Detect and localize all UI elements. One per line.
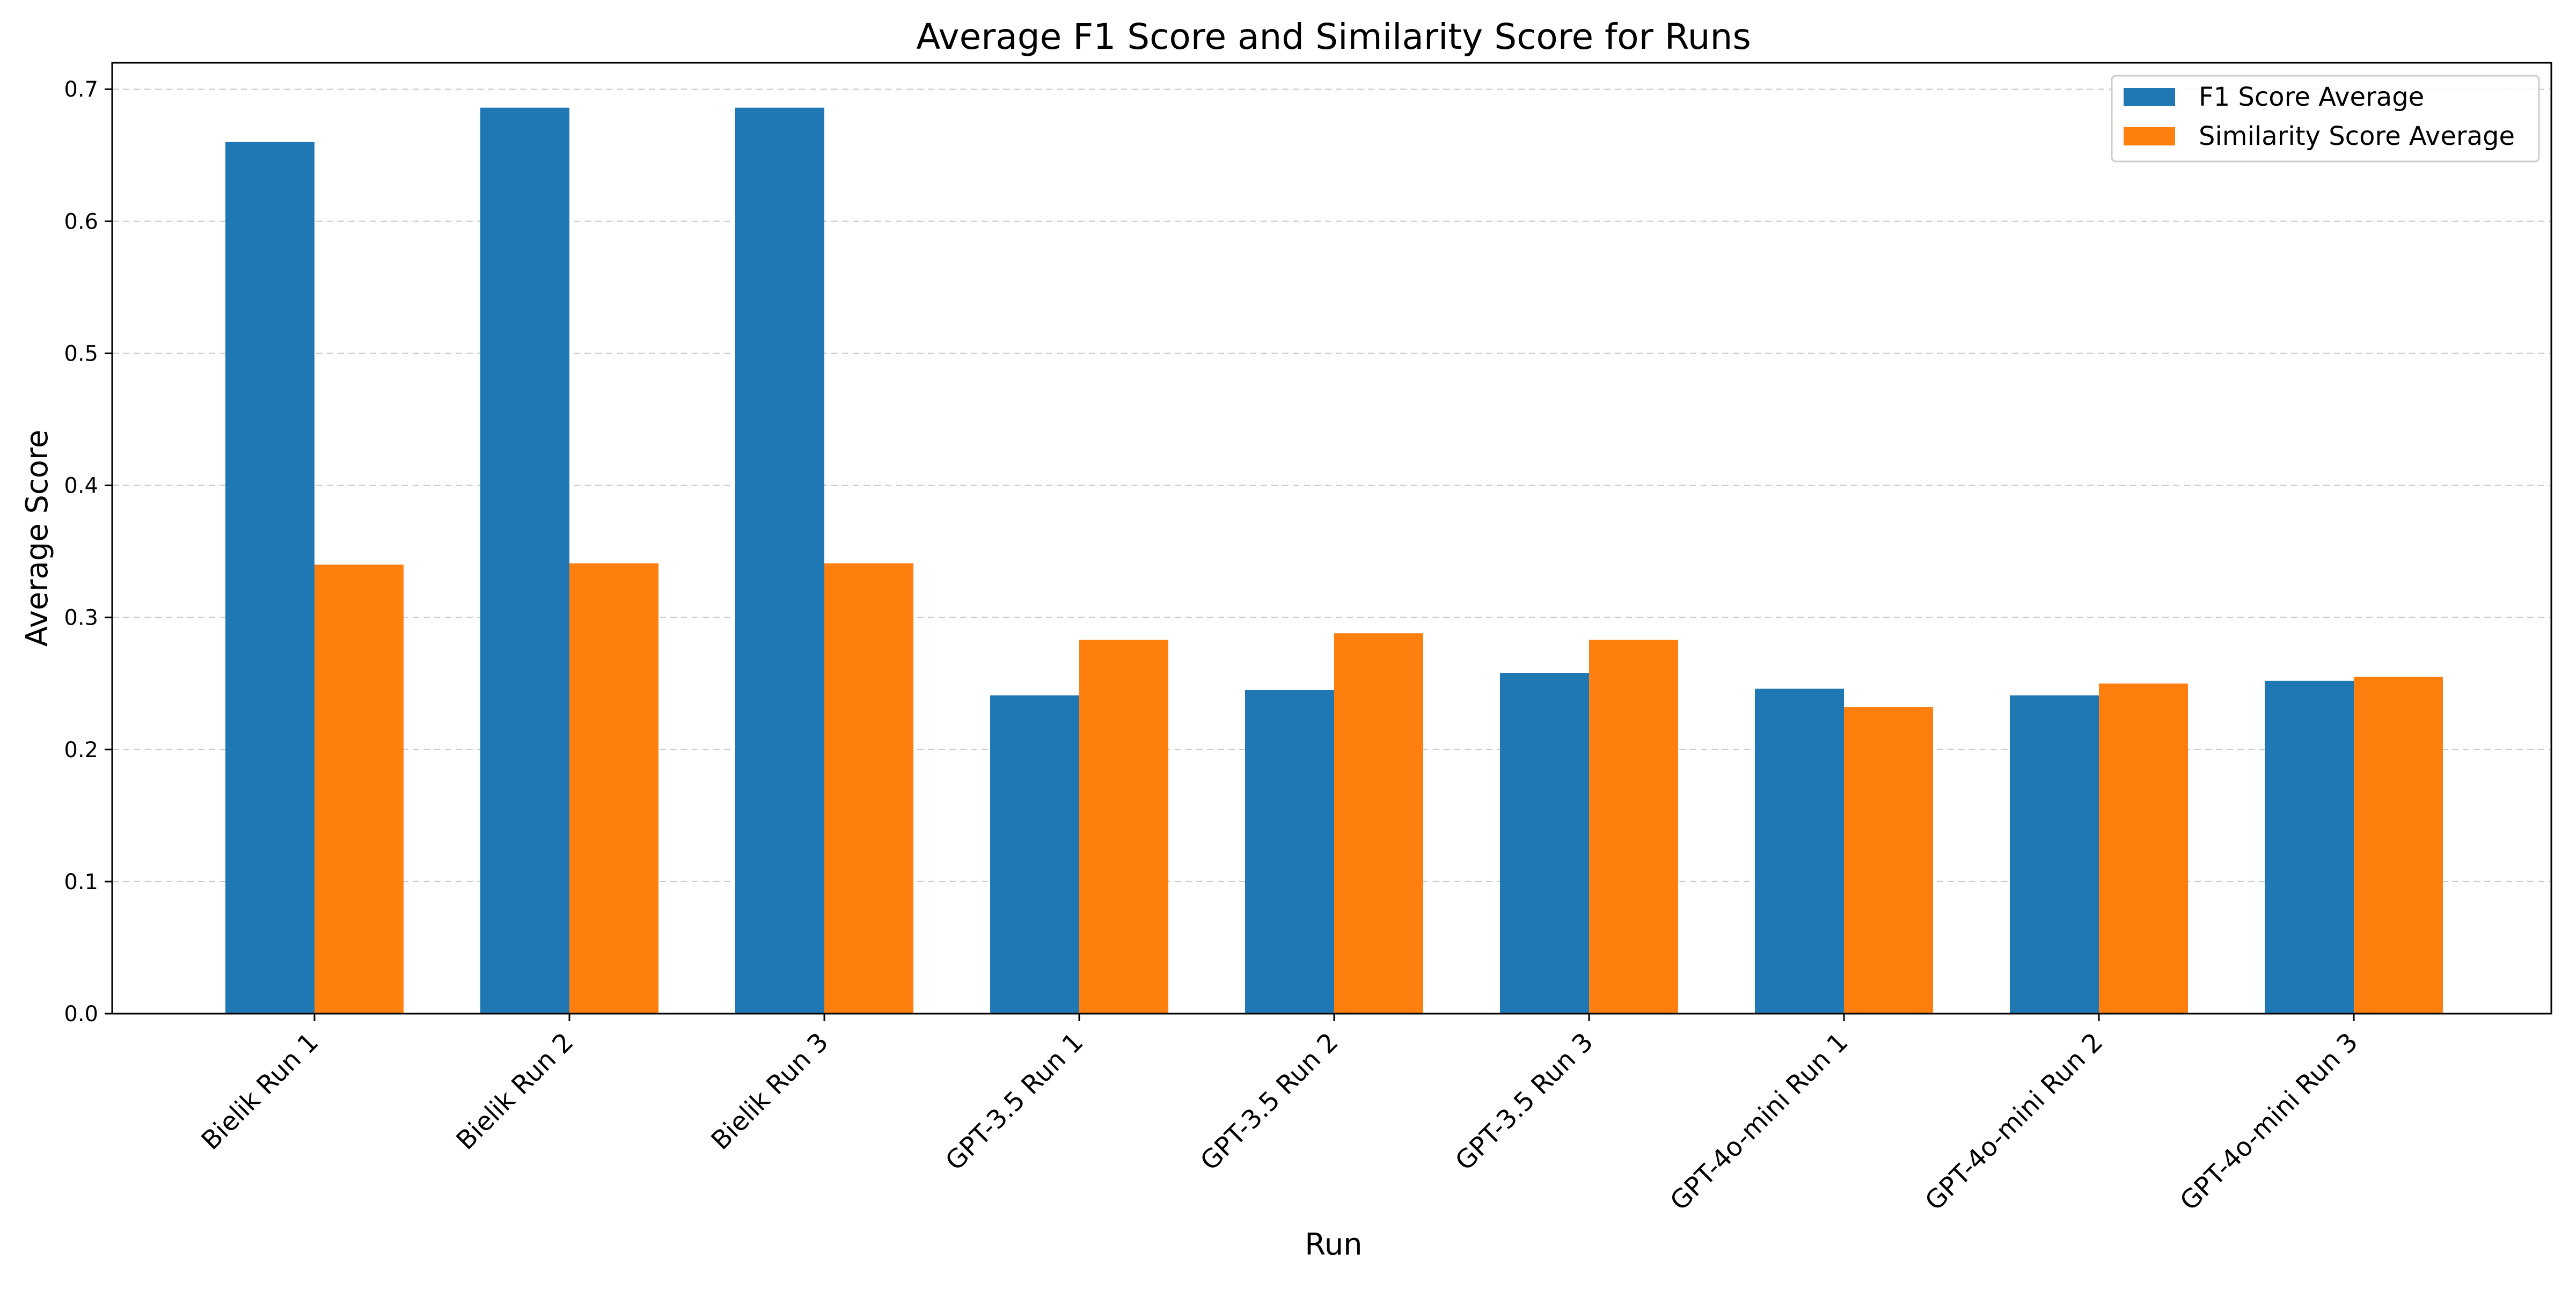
legend-label-f1: F1 Score Average <box>2199 82 2424 112</box>
y-tick-label: 0.0 <box>64 1002 98 1027</box>
x-tick-label: GPT-4o-mini Run 1 <box>1664 1027 1854 1216</box>
y-axis-title: Average Score <box>20 430 55 647</box>
bar-similarity-score <box>1079 640 1168 1014</box>
y-tick-label: 0.7 <box>64 77 98 102</box>
bars <box>225 107 2443 1014</box>
bar-f1-score <box>2010 695 2099 1014</box>
bar-f1-score <box>1500 673 1589 1014</box>
x-tick-label: GPT-3.5 Run 3 <box>1450 1027 1599 1176</box>
x-axis-title: Run <box>1305 1227 1362 1262</box>
x-tick-label: GPT-3.5 Run 1 <box>940 1027 1089 1176</box>
bar-similarity-score <box>569 563 658 1014</box>
bar-similarity-score <box>1589 640 1678 1014</box>
bar-similarity-score <box>2099 683 2188 1014</box>
y-tick-label: 0.2 <box>64 738 98 763</box>
bar-similarity-score <box>1844 707 1933 1014</box>
chart-title: Average F1 Score and Similarity Score fo… <box>916 16 1751 57</box>
bar-f1-score <box>480 107 569 1014</box>
y-tick-label: 0.3 <box>64 606 98 631</box>
legend-swatch-f1 <box>2124 88 2175 106</box>
bar-f1-score <box>1755 688 1844 1014</box>
bar-similarity-score <box>1334 633 1423 1014</box>
x-tick-label: Bielik Run 3 <box>706 1027 835 1156</box>
bar-f1-score <box>2265 680 2354 1014</box>
y-tick-label: 0.6 <box>64 209 98 234</box>
bar-similarity-score <box>824 563 913 1014</box>
bar-f1-score <box>990 695 1079 1014</box>
bar-f1-score <box>225 142 314 1014</box>
bar-f1-score <box>1245 690 1334 1014</box>
y-tick-label: 0.4 <box>64 474 98 499</box>
x-tick-label: GPT-4o-mini Run 3 <box>2174 1027 2363 1216</box>
bar-similarity-score <box>314 565 404 1014</box>
y-axis-ticks: 0.0 0.1 0.2 0.3 0.4 0.5 0.6 0.7 <box>64 77 112 1027</box>
x-tick-label: Bielik Run 2 <box>451 1027 580 1156</box>
y-tick-label: 0.5 <box>64 341 98 366</box>
bar-f1-score <box>735 107 824 1014</box>
legend-frame <box>2111 75 2540 163</box>
y-tick-label: 0.1 <box>64 870 98 895</box>
x-tick-label: GPT-4o-mini Run 2 <box>1919 1027 2109 1216</box>
x-tick-label: GPT-3.5 Run 2 <box>1195 1027 1344 1176</box>
legend-label-similarity: Similarity Score Average <box>2199 121 2515 151</box>
plot-frame <box>111 62 2552 1015</box>
bar-similarity-score <box>2354 677 2443 1014</box>
legend-swatch-similarity <box>2124 127 2175 145</box>
x-axis-ticks: Bielik Run 1 Bielik Run 2 Bielik Run 3 GPT-… <box>196 1014 2363 1216</box>
legend: F1 Score Average Similarity Score Averag… <box>2111 75 2540 163</box>
x-tick-label: Bielik Run 1 <box>196 1027 325 1156</box>
